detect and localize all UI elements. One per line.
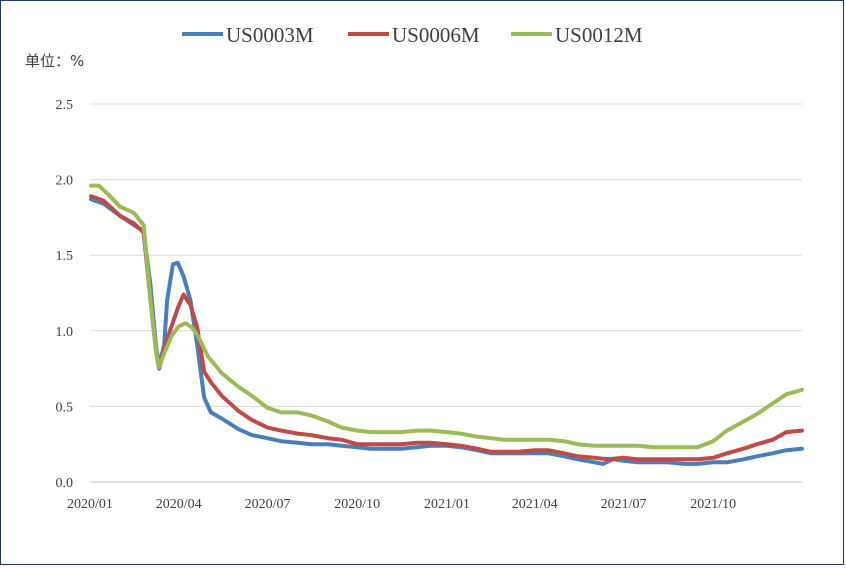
legend-label-us0003m: US0003M	[226, 23, 314, 47]
unit-label: 单位：%	[25, 52, 84, 70]
y-tick-label: 1.0	[56, 325, 74, 340]
gridlines	[90, 103, 802, 483]
series-line-us0003m	[89, 197, 804, 466]
y-tick-label: 0.0	[56, 476, 74, 491]
legend: US0003M US0006M US0012M	[182, 23, 643, 47]
series-line-us0012m	[89, 183, 804, 450]
x-tick-labels: 2020/01 2020/04 2020/07 2020/10 2021/01 2021/…	[67, 497, 736, 512]
y-tick-label: 0.5	[56, 400, 74, 415]
x-tick-label: 2021/01	[424, 497, 470, 512]
y-tick-label: 2.0	[56, 174, 74, 189]
y-tick-label: 2.5	[56, 98, 74, 113]
x-tick-label: 2020/04	[156, 497, 202, 512]
series-lines	[89, 183, 804, 466]
x-tick-label: 2021/07	[601, 497, 647, 512]
legend-label-us0006m: US0006M	[392, 23, 480, 47]
x-tick-label: 2020/01	[67, 497, 113, 512]
x-tick-label: 2020/07	[245, 497, 291, 512]
x-tick-label: 2021/04	[512, 497, 558, 512]
x-tick-label: 2020/10	[334, 497, 380, 512]
legend-label-us0012m: US0012M	[555, 23, 643, 47]
y-tick-labels: 0.0 0.5 1.0 1.5 2.0 2.5	[56, 98, 74, 491]
series-line-us0006m	[89, 194, 804, 462]
x-tick-label: 2021/10	[690, 497, 736, 512]
y-tick-label: 1.5	[56, 249, 74, 264]
